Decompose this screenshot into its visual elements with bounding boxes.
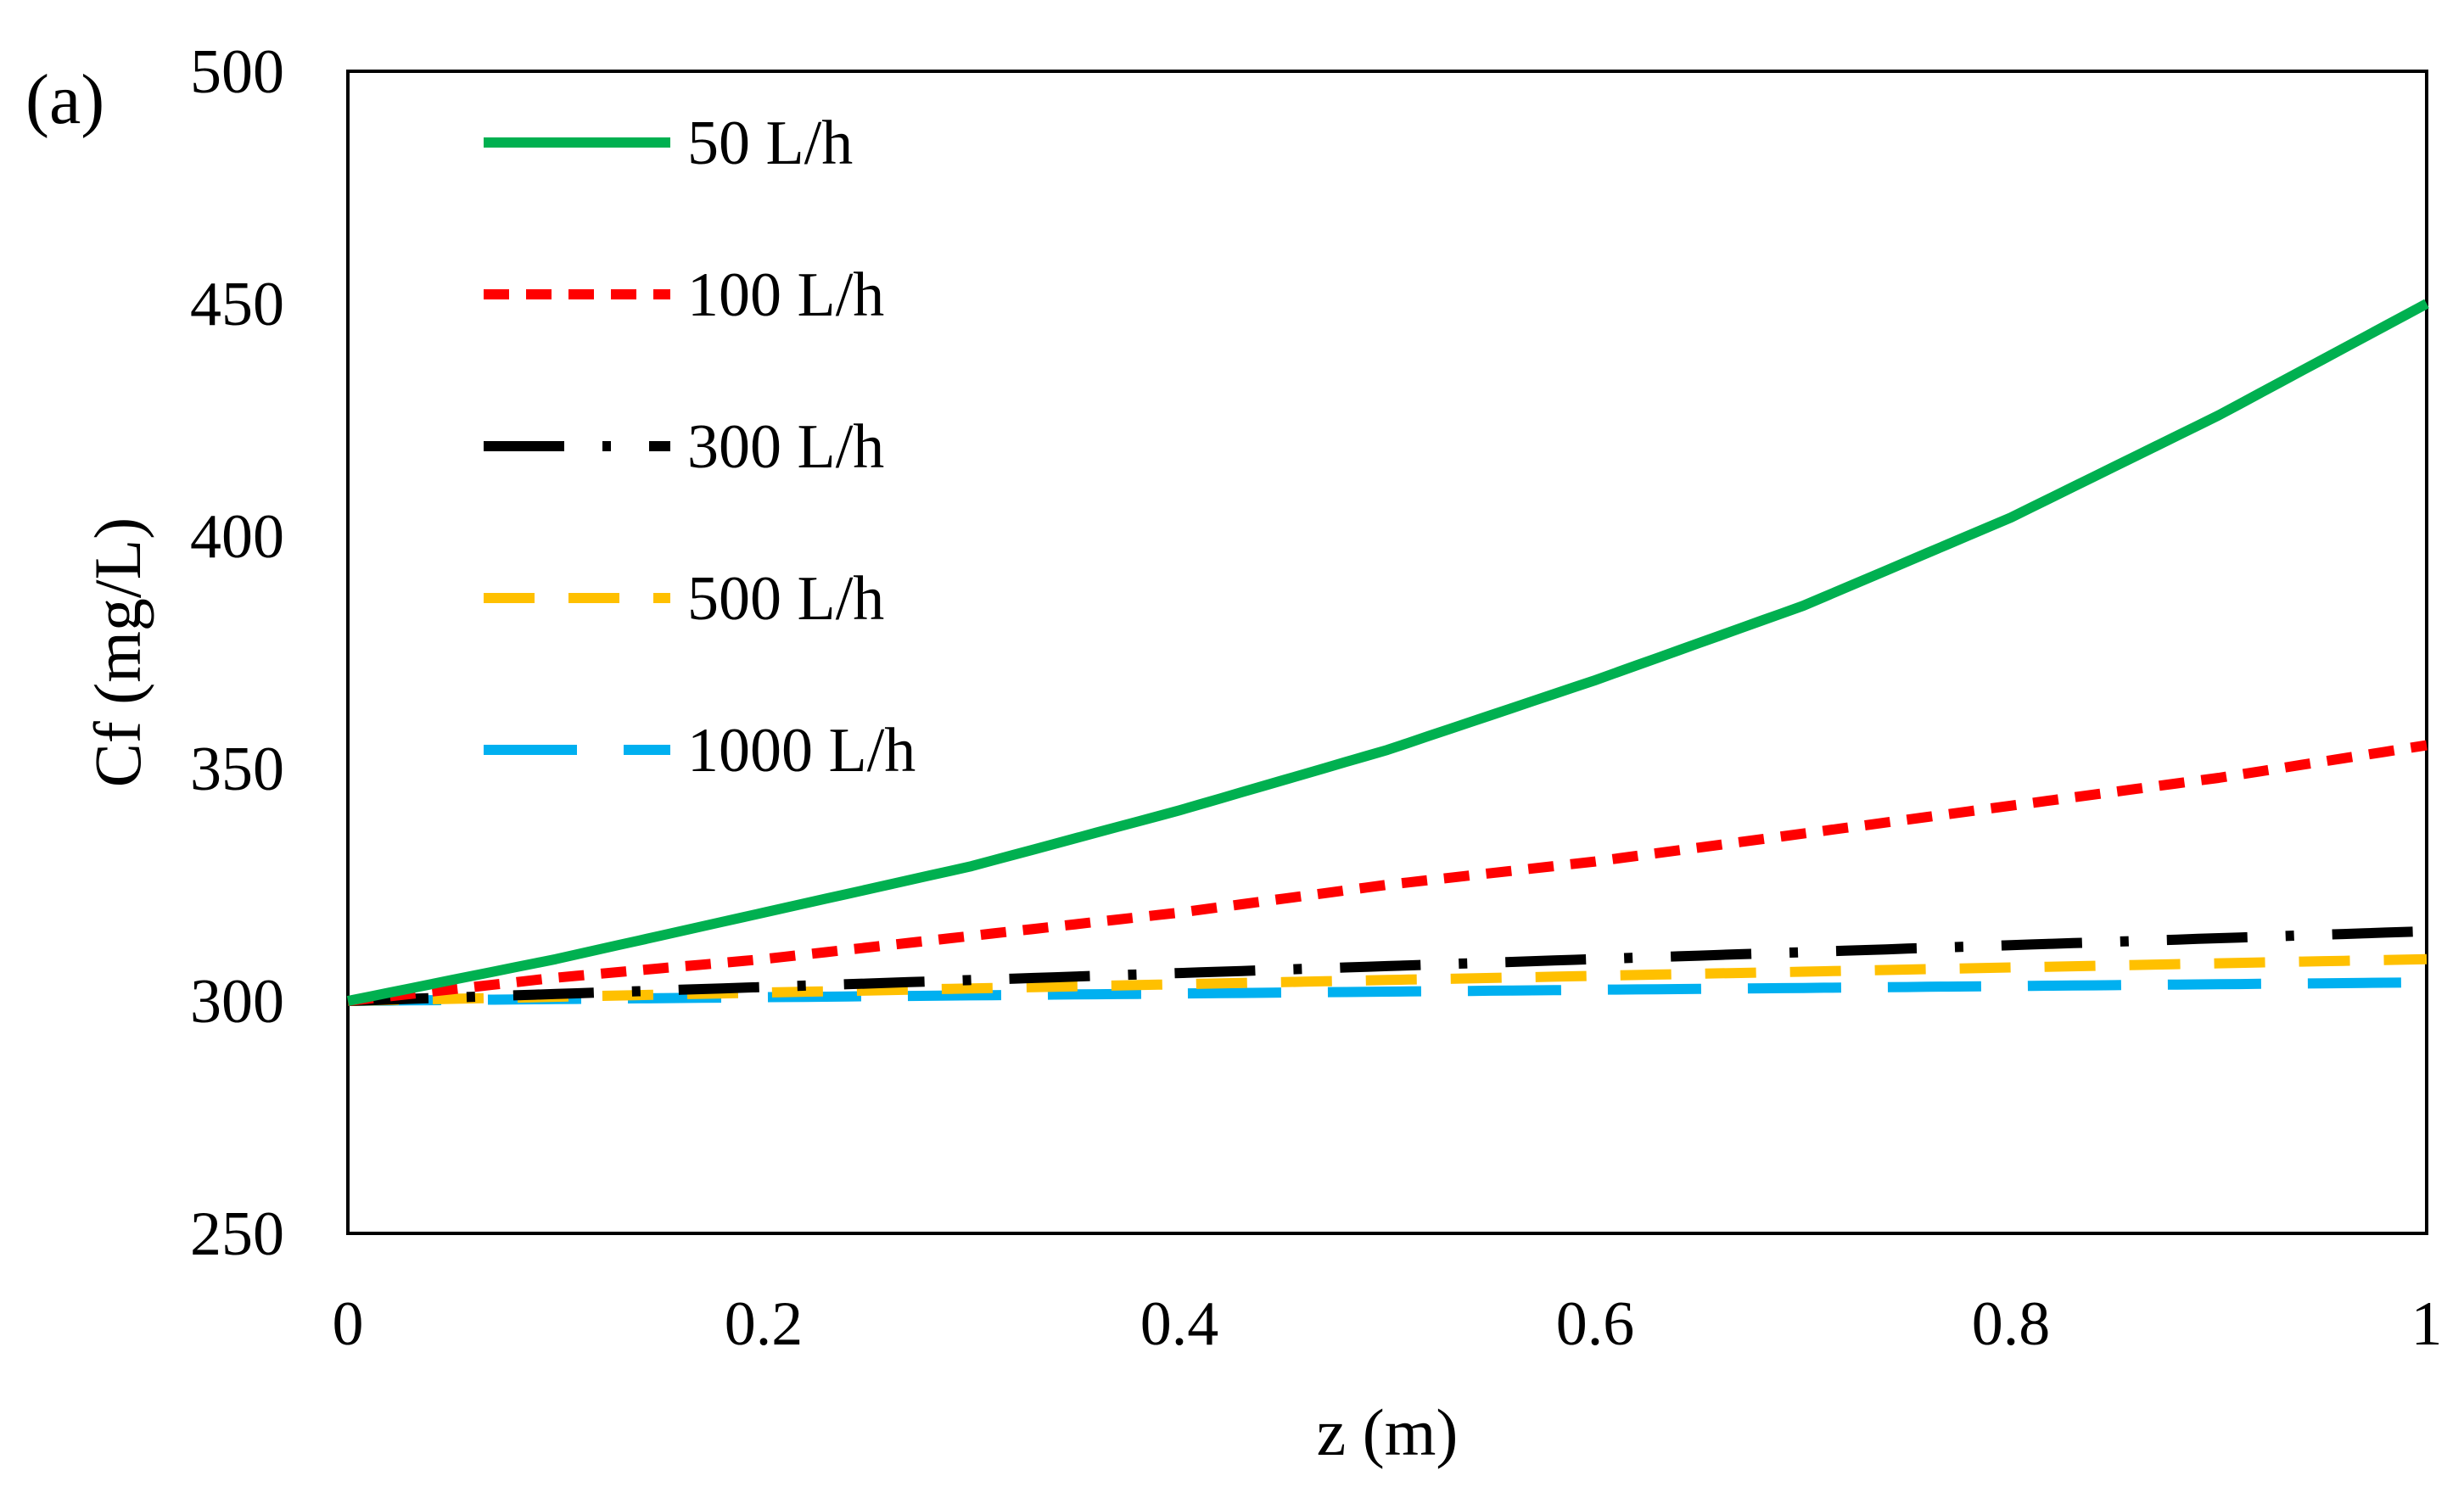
legend-label: 300 L/h (687, 412, 884, 482)
legend-label: 50 L/h (687, 109, 853, 178)
x-tick-label: 1 (2411, 1289, 2443, 1359)
x-tick-label: 0.8 (1972, 1289, 2051, 1359)
x-axis: 0 0.2 0.4 0.6 0.8 1 (333, 1289, 2443, 1359)
x-tick-label: 0.6 (1556, 1289, 1635, 1359)
y-tick-label: 400 (190, 502, 284, 572)
legend-label: 1000 L/h (687, 716, 916, 785)
y-axis-title: Cf (mg/L) (81, 517, 154, 787)
x-axis-title: z (m) (1317, 1395, 1459, 1469)
legend-label: 100 L/h (687, 260, 884, 330)
x-tick-label: 0.4 (1140, 1289, 1219, 1359)
series-line-100-l-h (347, 740, 2428, 1006)
y-tick-label: 300 (190, 967, 284, 1037)
series-line-50-l-h (346, 299, 2429, 1006)
legend: 50 L/h 100 L/h 300 L/h 500 L/h 1000 L/h (484, 109, 916, 785)
series-line-300-l-h (347, 925, 2428, 1006)
y-tick-label: 350 (190, 735, 284, 804)
series-layer (346, 299, 2429, 1006)
panel-label: (a) (25, 60, 104, 139)
x-tick-label: 0.2 (725, 1289, 804, 1359)
y-tick-label: 500 (190, 37, 284, 107)
legend-label: 500 L/h (687, 564, 884, 634)
y-tick-label: 450 (190, 270, 284, 339)
x-tick-label: 0 (333, 1289, 364, 1359)
plot-area (346, 70, 2428, 1235)
y-tick-label: 250 (190, 1199, 284, 1269)
y-axis: 250 300 350 400 450 500 (190, 37, 284, 1269)
